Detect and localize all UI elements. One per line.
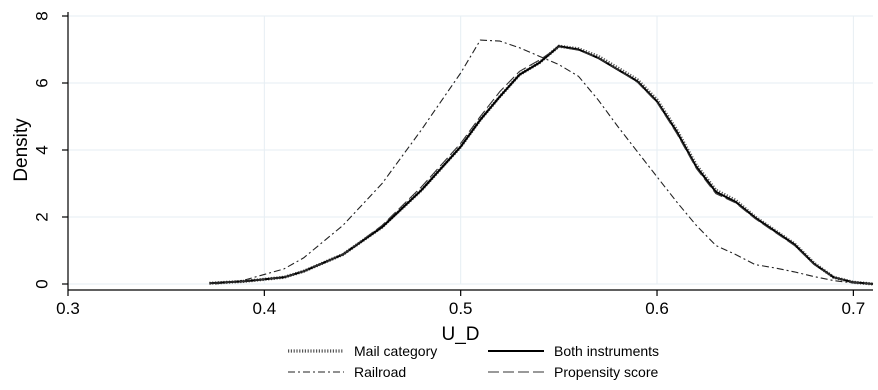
legend-label: Propensity score xyxy=(554,364,658,380)
x-tick-label: 0.6 xyxy=(645,299,669,318)
y-tick-label: 8 xyxy=(33,11,52,20)
axes xyxy=(67,12,873,291)
x-tick-label: 0.7 xyxy=(842,299,866,318)
legend-label: Mail category xyxy=(354,343,437,359)
series-line-railroad xyxy=(215,39,874,285)
series-line-both-instruments xyxy=(209,45,874,285)
x-tick-label: 0.5 xyxy=(449,299,473,318)
legend-label: Both instruments xyxy=(554,343,659,359)
y-tick-label: 2 xyxy=(33,212,52,221)
legend-label: Railroad xyxy=(354,364,406,380)
legend: Mail category Both instruments Railroad Pro… xyxy=(288,343,659,380)
y-tick-label: 6 xyxy=(33,78,52,87)
ticks: 0 2 4 6 8 0.3 0.4 0.5 0.6 0.7 xyxy=(33,11,866,318)
series-lines xyxy=(209,39,874,286)
y-tick-label: 4 xyxy=(33,145,52,154)
x-axis-title: U_D xyxy=(441,324,479,345)
series-line-propensity-score xyxy=(209,46,874,285)
x-tick-label: 0.3 xyxy=(56,299,80,318)
y-tick-label: 0 xyxy=(33,279,52,288)
series-line-mail-category xyxy=(209,44,874,286)
y-axis-title: Density xyxy=(11,118,32,182)
x-tick-label: 0.4 xyxy=(253,299,277,318)
